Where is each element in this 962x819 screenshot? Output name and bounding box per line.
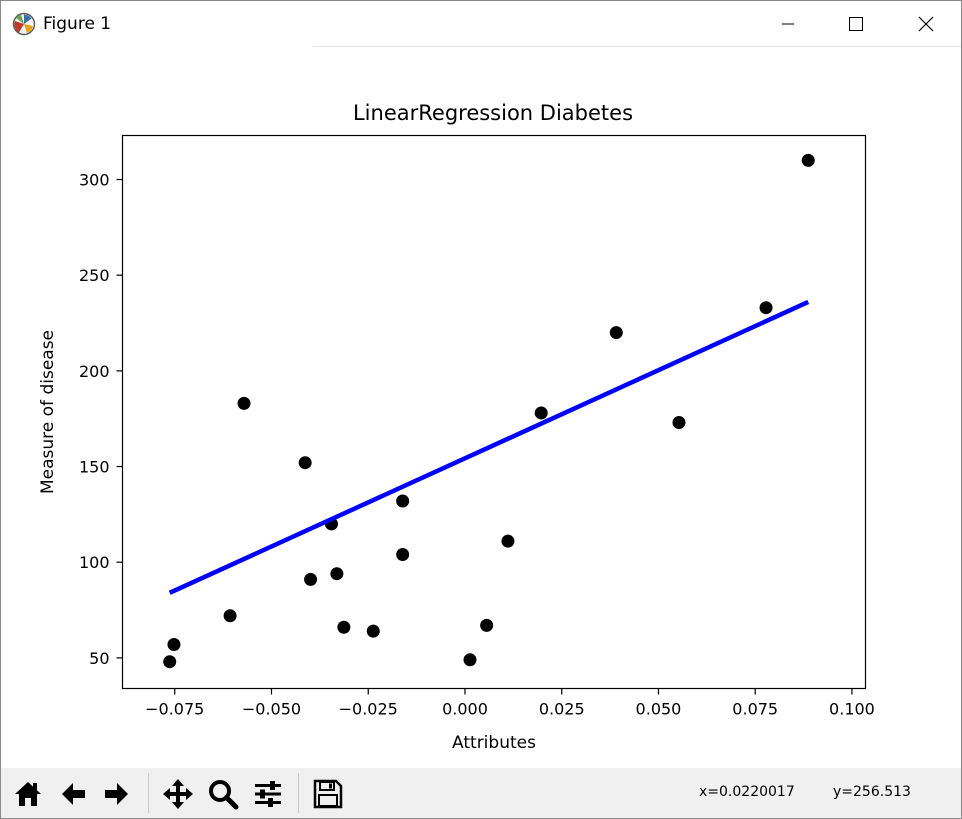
pan-icon (163, 779, 193, 809)
data-point (223, 609, 237, 623)
data-point (396, 494, 410, 508)
home-icon (15, 782, 41, 806)
forward-icon (105, 783, 128, 805)
data-point (167, 637, 181, 651)
chart-title: LinearRegression Diabetes (353, 101, 633, 125)
data-point (759, 301, 773, 315)
y-tick-label: 100 (79, 553, 110, 572)
title-bar[interactable]: Figure 1 (1, 1, 961, 47)
zoom-icon (209, 780, 239, 810)
data-point (396, 548, 410, 562)
x-tick-label: 0.075 (732, 700, 778, 719)
toolbar-separator (298, 773, 299, 813)
data-point (237, 396, 251, 410)
toolbar-separator (148, 773, 149, 813)
data-point (534, 406, 548, 420)
y-tick-label: 300 (79, 171, 110, 190)
pan-button[interactable] (161, 777, 195, 811)
maximize-icon (849, 17, 863, 31)
x-tick-label: 0.000 (442, 700, 488, 719)
save-icon (313, 779, 343, 809)
y-axis-ticks: 50 100 150 200 250 300 (79, 171, 123, 668)
home-button[interactable] (11, 777, 45, 811)
x-tick-label: 0.050 (636, 700, 682, 719)
zoom-button[interactable] (206, 777, 240, 811)
minimize-icon (782, 23, 794, 25)
y-tick-label: 150 (79, 458, 110, 477)
data-point (501, 534, 515, 548)
scatter-points (163, 153, 815, 669)
y-tick-label: 50 (89, 649, 109, 668)
x-tick-label: −0.075 (145, 700, 204, 719)
navigation-toolbar: x=0.0220017 y=256.513 (1, 768, 961, 818)
minimize-button[interactable] (757, 1, 819, 47)
configure-subplots-button[interactable] (251, 777, 285, 811)
save-button[interactable] (311, 777, 345, 811)
data-point (163, 655, 177, 669)
x-tick-label: 0.100 (829, 700, 875, 719)
cursor-x-readout: x=0.0220017 (699, 784, 795, 800)
data-point (801, 153, 815, 167)
data-point (672, 416, 686, 430)
x-tick-label: −0.025 (339, 700, 398, 719)
configure-subplots-icon (255, 781, 281, 807)
data-point (480, 618, 494, 632)
x-axis-ticks: −0.075 −0.050 −0.025 0.000 0.025 0.050 0.075 0.… (145, 688, 875, 719)
x-tick-label: −0.050 (242, 700, 301, 719)
data-point (304, 572, 318, 586)
cursor-y-readout: y=256.513 (833, 784, 911, 800)
y-tick-label: 200 (79, 362, 110, 381)
data-point (298, 456, 312, 470)
y-axis-label: Measure of disease (38, 330, 58, 494)
matplotlib-logo-icon (12, 12, 36, 36)
close-icon (918, 16, 934, 32)
data-point (609, 326, 623, 340)
data-point (463, 653, 477, 667)
data-point (330, 567, 344, 581)
forward-button[interactable] (100, 777, 134, 811)
y-tick-label: 250 (79, 266, 110, 285)
axes-frame (121, 134, 867, 690)
data-point (337, 620, 351, 634)
figure-canvas[interactable]: LinearRegression Diabetes −0.075 −0.050 −0… (1, 47, 961, 767)
regression-line (168, 299, 810, 595)
back-icon (62, 783, 85, 805)
maximize-button[interactable] (825, 1, 887, 47)
data-point (366, 624, 380, 638)
back-button[interactable] (56, 777, 90, 811)
title-separator (313, 46, 961, 47)
window-title: Figure 1 (43, 14, 112, 34)
close-button[interactable] (895, 1, 957, 47)
x-axis-label: Attributes (452, 733, 536, 753)
x-tick-label: 0.025 (539, 700, 585, 719)
